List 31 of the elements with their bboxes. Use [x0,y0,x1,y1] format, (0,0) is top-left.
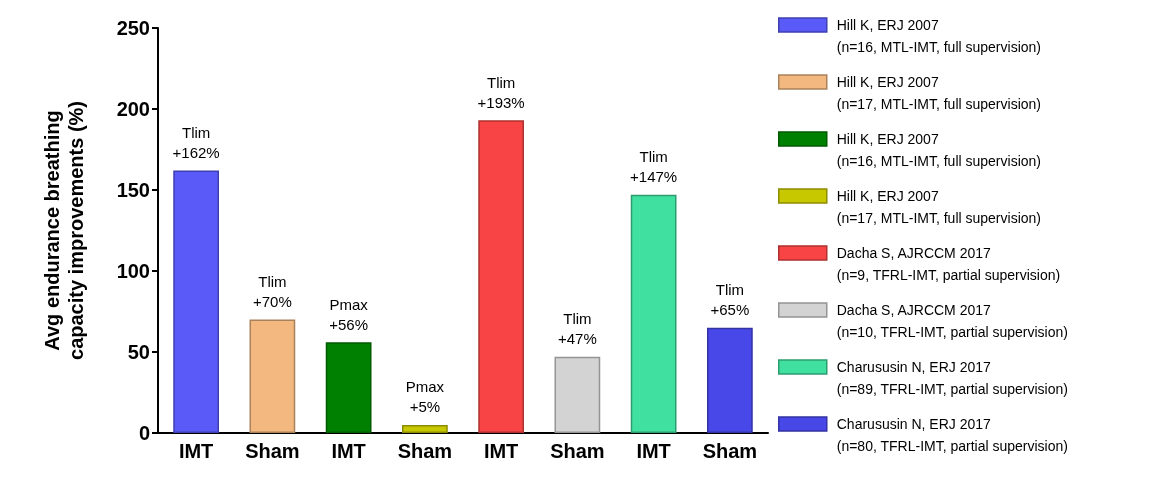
x-tick-label: Sham [702,440,758,462]
y-tick-label: 0 [138,422,150,444]
x-tick-label: IMT [636,440,671,462]
legend-label: Charususin N, ERJ 2017 (n=80, TFRL-IMT, partial supervision) [836,416,1068,454]
data-label: Tlim +147% [630,148,678,186]
data-label: Pmax +5% [405,378,445,416]
y-tick-label: 250 [116,17,150,39]
y-tick-label: 200 [116,98,150,120]
y-tick-label: 100 [116,260,150,282]
data-label: Pmax +56% [329,295,369,333]
legend-label: Dacha S, AJRCCM 2017 (n=9, TFRL-IMT, partial supervision) [836,245,1061,283]
data-label: Tlim +47% [557,310,597,348]
x-tick-label: IMT [178,440,214,462]
legend-label: Hill K, ERJ 2007 (n=17, MTL-IMT, full supervision) [836,74,1041,112]
data-label: Tlim +70% [252,273,292,311]
x-tick-label: IMT [483,440,519,462]
legend-label: Charususin N, ERJ 2017 (n=89, TFRL-IMT, partial supervision) [836,359,1068,397]
legend-label: Dacha S, AJRCCM 2017 (n=10, TFRL-IMT, partial supervision) [836,302,1068,340]
data-label: Tlim +162% [172,124,220,162]
x-tick-label: Sham [245,440,300,462]
legend-label: Hill K, ERJ 2007 (n=16, MTL-IMT, full supervision) [836,17,1041,55]
data-label: Tlim +193% [477,73,525,111]
x-tick-label: Sham [550,440,605,462]
legend-label: Hill K, ERJ 2007 (n=16, MTL-IMT, full supervision) [836,131,1041,169]
y-tick-label: 150 [116,179,150,201]
x-tick-label: IMT [331,440,366,462]
legend-label: Hill K, ERJ 2007 (n=17, MTL-IMT, full supervision) [836,188,1041,226]
data-label: Tlim +65% [710,281,750,319]
x-tick-label: Sham [397,440,453,462]
y-axis-title: Avg endurance breathing capacity improvements (%) [41,101,87,360]
y-tick-label: 50 [127,341,150,363]
